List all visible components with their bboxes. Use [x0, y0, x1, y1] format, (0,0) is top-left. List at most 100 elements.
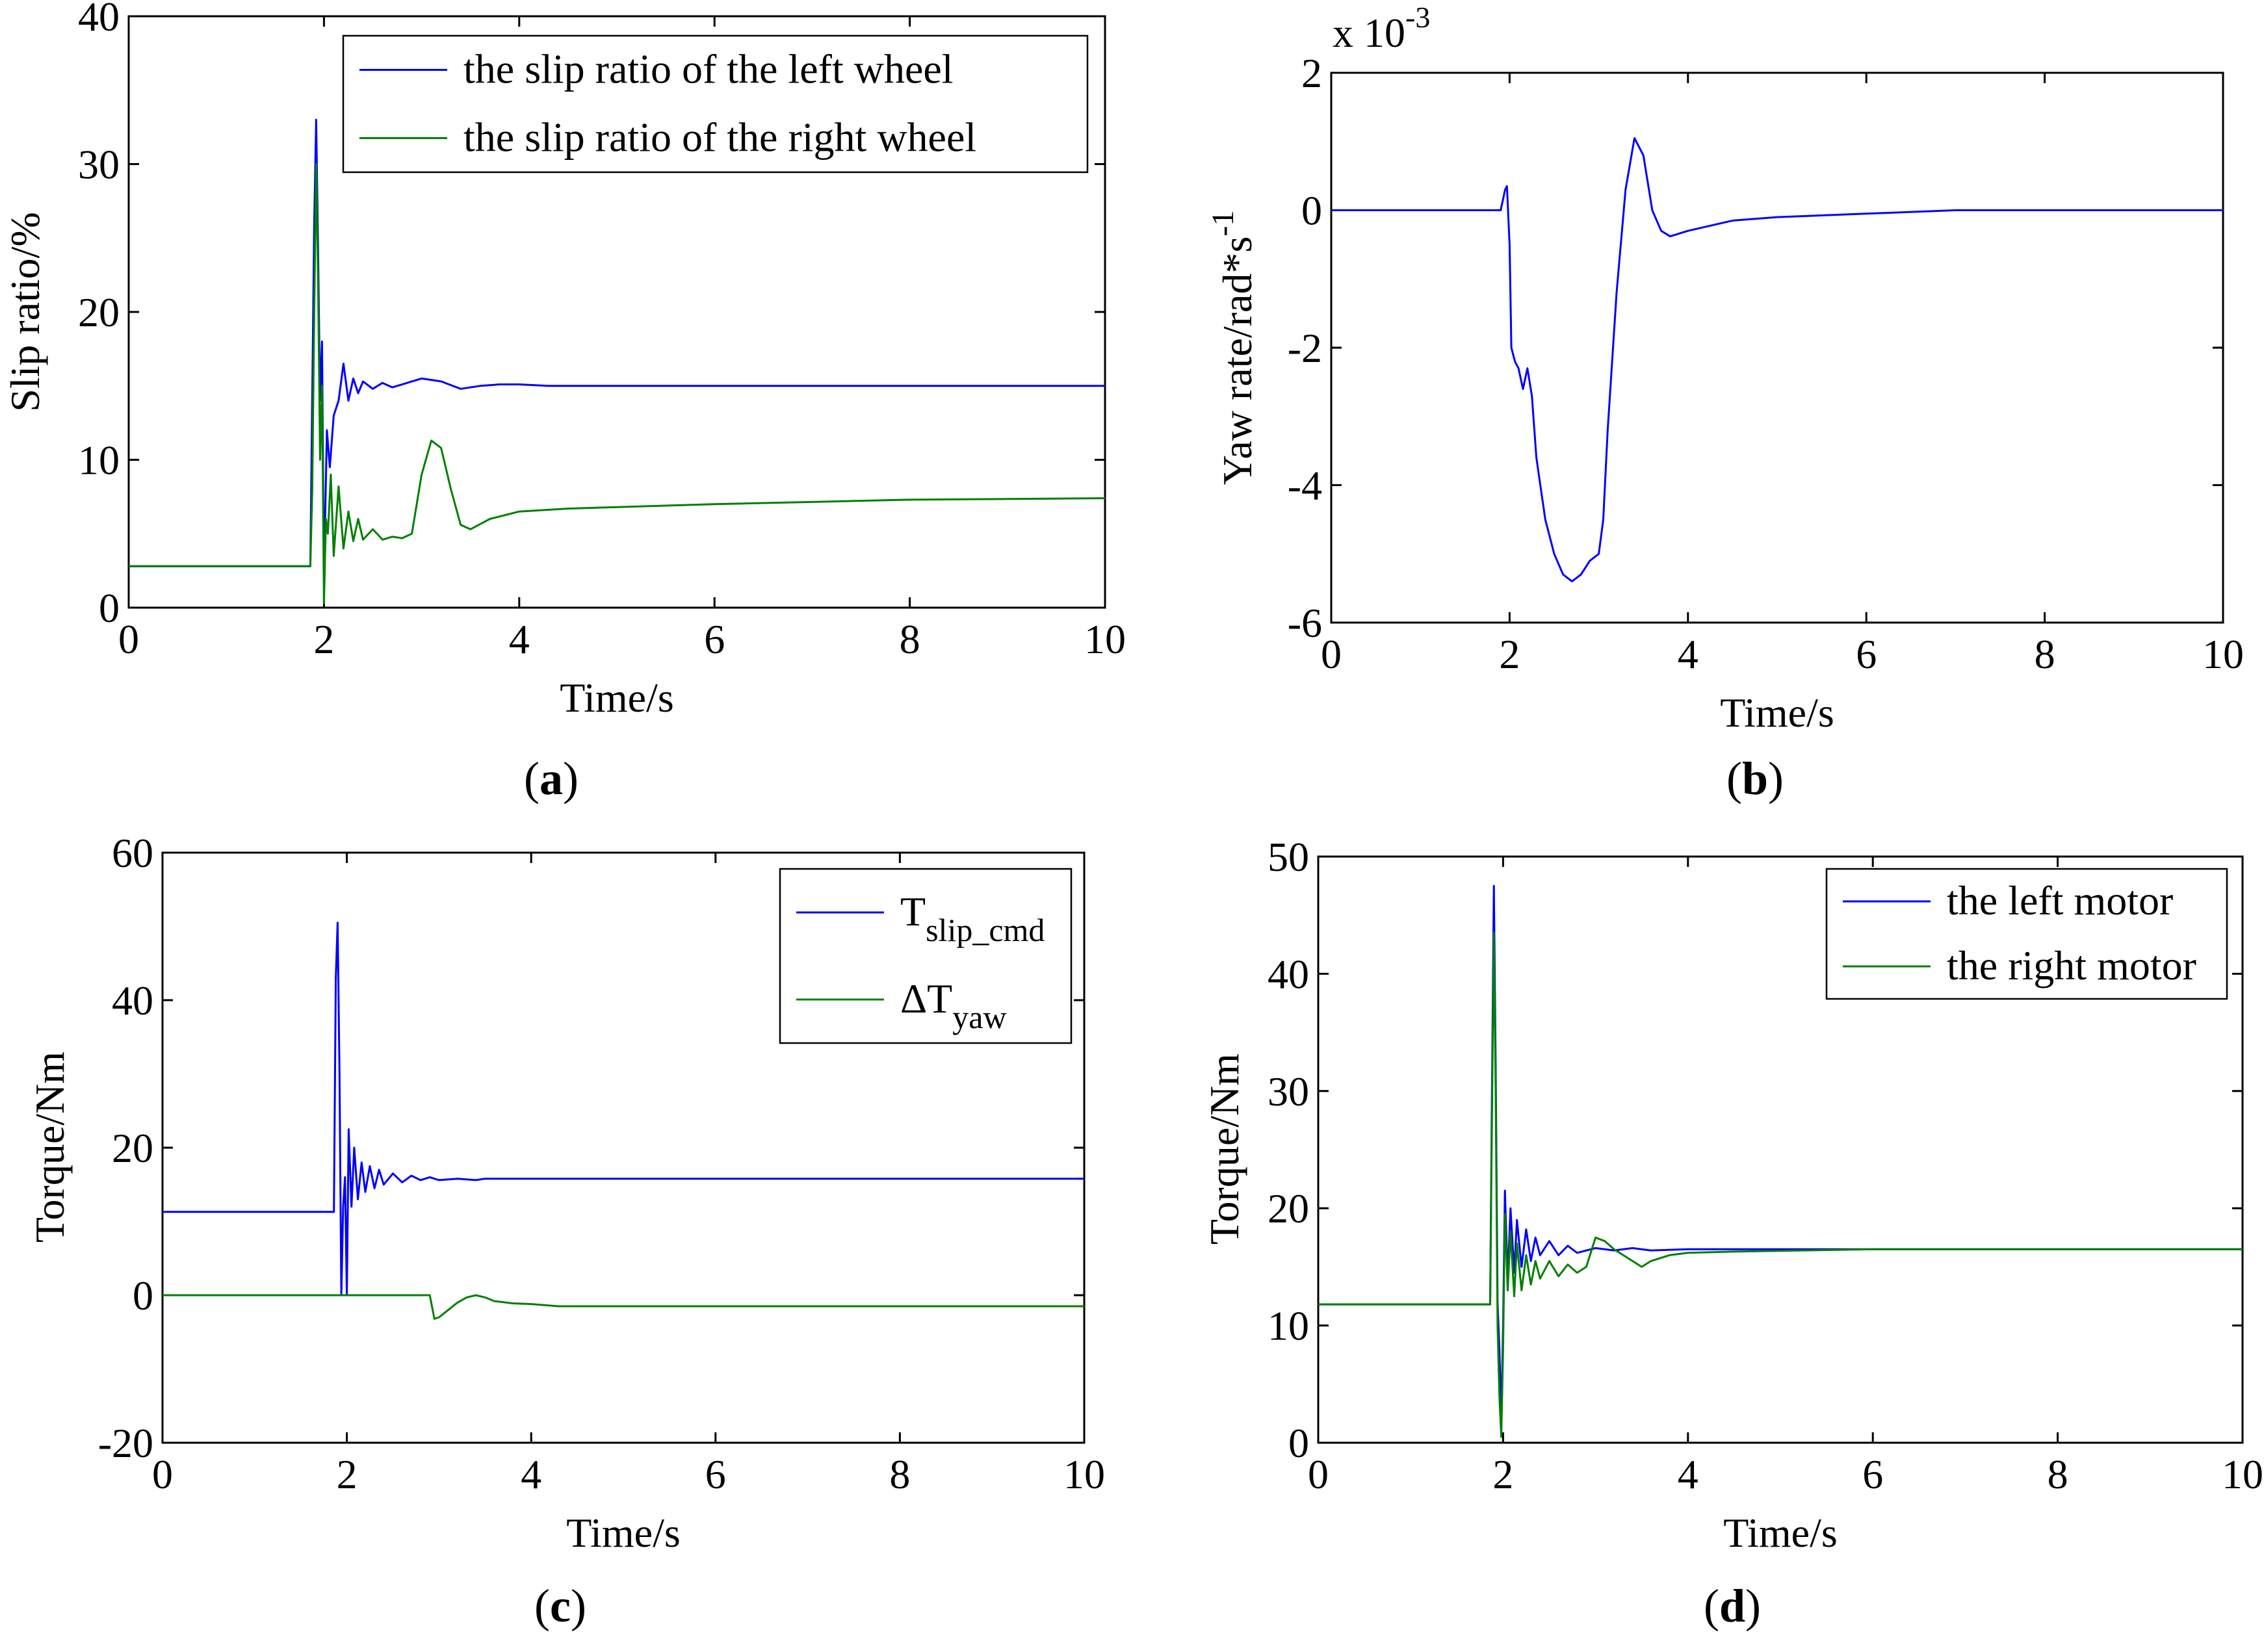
x-tick-label: 4: [1678, 1451, 1698, 1497]
y-axis-label-main: Yaw rate/rad*s: [1214, 237, 1260, 485]
y-tick-label: -4: [1288, 463, 1322, 509]
legend-box: [779, 868, 1073, 1044]
y-tick-label: 0: [99, 585, 120, 631]
y-axis-label: Yaw rate/rad*s-1: [1206, 211, 1260, 485]
x-tick-label: 0: [1308, 1451, 1329, 1497]
y-tick-label: 0: [1301, 188, 1322, 234]
x-tick-label: 0: [152, 1451, 173, 1497]
legend: Tslip_cmd ΔTyaw: [779, 868, 1073, 1044]
panel-caption: (c): [534, 1580, 586, 1632]
legend-label-2: ΔTyaw: [900, 975, 1007, 1035]
x-tick-label: 8: [2048, 1451, 2068, 1497]
axis-multiplier-base: x 10: [1333, 10, 1405, 56]
y-tick-label: -6: [1288, 600, 1322, 646]
legend-box: [1825, 868, 2228, 1000]
x-tick-label: 8: [900, 616, 920, 662]
series-line-1: [1331, 137, 2223, 583]
x-tick-label: 4: [509, 616, 530, 662]
x-tick-label: 2: [337, 1451, 358, 1497]
y-axis-label: Torque/Nm: [27, 1052, 73, 1243]
caption-open: (: [1704, 1580, 1719, 1632]
x-axis-label: Time/s: [566, 1510, 681, 1556]
y-tick-label: -20: [98, 1420, 153, 1466]
legend-label-subscript: slip_cmd: [926, 912, 1045, 948]
axis-multiplier: x 10-3: [1333, 1, 1430, 56]
panel-caption: (d): [1704, 1580, 1761, 1632]
x-tick-label: 10: [1063, 1451, 1105, 1497]
caption-close: ): [1768, 753, 1784, 805]
legend-label-main: the slip ratio of the left wheel: [463, 46, 954, 92]
x-tick-label: 10: [2202, 631, 2244, 677]
y-tick-label: 2: [1301, 50, 1322, 96]
legend-label-1: the left motor: [1947, 877, 2173, 923]
x-tick-label: 0: [118, 616, 139, 662]
caption-letter: a: [540, 753, 563, 805]
y-tick-label: 40: [78, 0, 120, 40]
y-tick-label: 20: [1268, 1185, 1309, 1232]
y-tick-label: 60: [112, 830, 153, 876]
caption-letter: c: [550, 1580, 571, 1632]
y-tick-label: 0: [133, 1272, 153, 1319]
legend-label-2: the right motor: [1947, 942, 2196, 988]
y-tick-label: 10: [1268, 1303, 1309, 1349]
axis-multiplier-exponent: -3: [1405, 1, 1430, 34]
y-axis-label-exponent: -1: [1206, 211, 1240, 237]
x-tick-label: 6: [705, 1451, 726, 1497]
y-tick-label: 10: [78, 437, 120, 484]
chart-panel-b: 0 2 4 6 8 10 -6 -4 -2 0 2 Time/s Yaw rate/rad*s-1 x 1…: [1206, 1, 2244, 805]
y-tick-label: 50: [1268, 834, 1309, 880]
x-axis-label: Time/s: [560, 675, 674, 721]
y-tick-label: 20: [78, 289, 120, 335]
y-tick-label: 30: [1268, 1068, 1309, 1115]
y-axis-label: Slip ratio/%: [2, 212, 48, 412]
x-tick-label: 8: [889, 1451, 910, 1497]
caption-open: (: [1726, 753, 1742, 805]
panel-caption: (a): [524, 753, 579, 805]
legend-label-2: the slip ratio of the right wheel: [463, 114, 976, 161]
series-line-2: [1318, 931, 2243, 1438]
series-line-2: [163, 1294, 1084, 1320]
caption-open: (: [534, 1580, 550, 1632]
x-tick-label: 2: [313, 616, 334, 662]
legend-label-main: T: [900, 888, 926, 935]
legend-label-subscript: yaw: [952, 999, 1006, 1035]
x-tick-label: 6: [704, 616, 725, 662]
chart-panel-a: 0 2 4 6 8 10 0 10 20 30 40 Time/s Slip ratio/% the sl…: [2, 0, 1126, 805]
panel-caption: (b): [1726, 753, 1784, 805]
x-tick-label: 6: [1856, 631, 1877, 677]
series-line-2: [129, 163, 1106, 604]
y-tick-label: 40: [1268, 951, 1309, 997]
caption-open: (: [524, 753, 540, 805]
x-tick-label: 0: [1321, 631, 1342, 677]
x-tick-label: 2: [1492, 1451, 1513, 1497]
y-tick-label: -2: [1288, 325, 1322, 371]
chart-panel-c: 0 2 4 6 8 10-200204060Time/sTorque/NmTslip_cm…: [27, 830, 1105, 1632]
plot-area: [1330, 71, 2224, 624]
y-axis-label: Torque/Nm: [1201, 1053, 1247, 1245]
legend-label-1: the slip ratio of the left wheel: [463, 46, 954, 92]
x-tick-label: 4: [521, 1451, 541, 1497]
x-tick-label: 4: [1678, 631, 1698, 677]
caption-letter: d: [1719, 1580, 1745, 1632]
x-tick-label: 6: [1862, 1451, 1883, 1497]
legend-label-main: the left motor: [1947, 877, 2173, 923]
x-tick-label: 8: [2035, 631, 2055, 677]
caption-close: ): [563, 753, 579, 805]
y-tick-label: 20: [112, 1125, 153, 1171]
legend-box: [342, 34, 1089, 174]
y-tick-label: 0: [1288, 1420, 1309, 1466]
legend-label-main: the right motor: [1947, 942, 2196, 988]
legend: the left motor the right motor: [1825, 868, 2228, 1000]
x-axis-label: Time/s: [1723, 1510, 1838, 1556]
caption-letter: b: [1742, 753, 1768, 805]
legend-label-main: the slip ratio of the right wheel: [463, 114, 976, 161]
legend-label-1: Tslip_cmd: [900, 888, 1045, 948]
legend-label-main: ΔT: [900, 975, 952, 1022]
caption-close: ): [571, 1580, 586, 1632]
x-tick-label: 10: [1084, 616, 1126, 662]
x-axis-label: Time/s: [1720, 690, 1834, 736]
x-tick-label: 2: [1499, 631, 1520, 677]
x-tick-label: 10: [2222, 1451, 2263, 1497]
y-tick-label: 40: [112, 977, 153, 1024]
